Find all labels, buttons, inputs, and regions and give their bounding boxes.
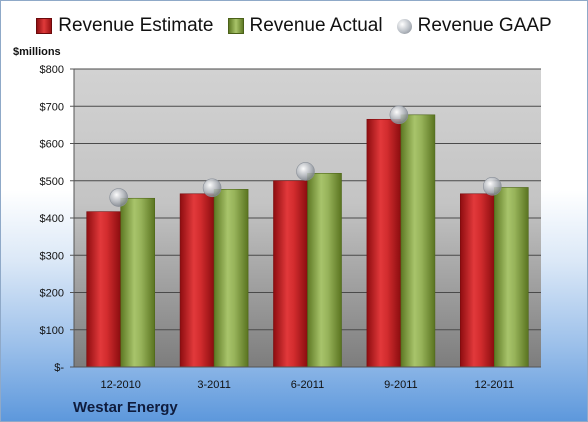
bar-actual-9-2011: [400, 114, 436, 368]
y-tick-label: $600: [40, 139, 64, 151]
gaap-marker-6-2011: [296, 162, 315, 181]
legend-label-actual: Revenue Actual: [249, 15, 383, 36]
y-tick-label: $500: [40, 176, 64, 188]
bar-estimate-3-2011: [179, 193, 215, 368]
bar-estimate-6-2011: [273, 180, 308, 368]
bar-estimate-12-2010: [86, 211, 121, 368]
bar-actual-3-2011: [213, 189, 249, 368]
y-tick-label: $400: [40, 213, 64, 225]
bars: [86, 114, 529, 368]
legend-item-actual: Revenue Actual: [227, 15, 383, 37]
gaap-marker-9-2011: [389, 105, 409, 125]
bar-actual-6-2011: [307, 173, 342, 368]
y-tick-label: $800: [40, 64, 64, 76]
legend-item-estimate: Revenue Estimate: [36, 15, 214, 37]
legend-swatch-actual: [227, 18, 244, 34]
gaap-marker-12-2011: [482, 177, 502, 196]
x-tick-label: 12-2010: [101, 379, 141, 391]
company-name: Westar Energy: [73, 399, 178, 416]
gaap-markers: [109, 105, 502, 207]
y-tick-label: $200: [40, 288, 64, 300]
bar-estimate-9-2011: [366, 118, 402, 368]
x-axis: 12-2010 3-2011 6-2011 9-2011 12-2011: [74, 366, 541, 391]
legend-swatch-gaap: [396, 18, 412, 34]
y-tick-label: $700: [40, 101, 64, 113]
y-tick-label: $-: [54, 362, 64, 374]
legend-label-gaap: Revenue GAAP: [417, 15, 552, 36]
gaap-marker-12-2010: [109, 188, 128, 207]
y-axis-unit-label: $millions: [13, 46, 61, 58]
x-tick-label: 3-2011: [197, 379, 230, 391]
legend-swatch-estimate: [36, 18, 53, 34]
y-tick-label: $300: [40, 250, 64, 262]
x-tick-label: 9-2011: [384, 379, 417, 391]
legend: Revenue Estimate Revenue Actual Revenue …: [1, 15, 587, 37]
x-tick-label: 12-2011: [475, 379, 515, 391]
x-tick-label: 6-2011: [291, 379, 324, 391]
y-axis: $- $100 $200 $300 $400 $500 $600 $700 $800: [40, 64, 75, 374]
bar-estimate-12-2011: [459, 193, 495, 368]
legend-item-gaap: Revenue GAAP: [396, 15, 552, 37]
y-tick-label: $100: [40, 325, 64, 337]
bar-actual-12-2011: [493, 187, 529, 368]
gaap-marker-3-2011: [202, 178, 222, 198]
bar-actual-12-2010: [120, 197, 155, 368]
legend-label-estimate: Revenue Estimate: [58, 15, 214, 36]
